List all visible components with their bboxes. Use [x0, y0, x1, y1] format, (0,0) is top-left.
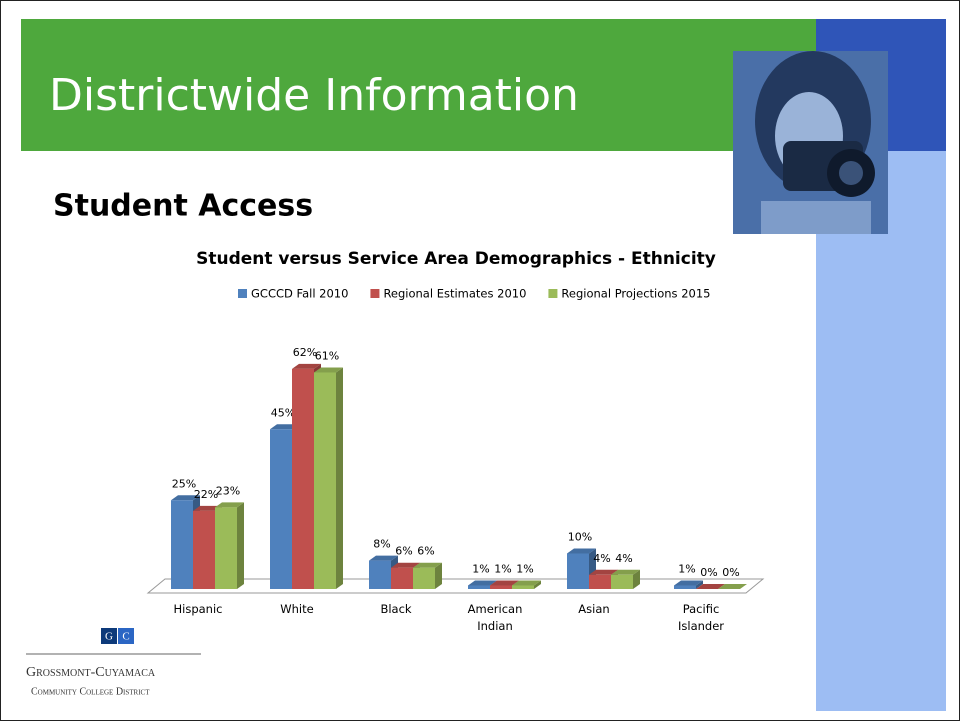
x-tick-label: Pacific Islander: [661, 601, 741, 635]
value-label: 0%: [700, 566, 717, 579]
chart-title: Student versus Service Area Demographics…: [196, 249, 716, 269]
bar: [314, 367, 343, 589]
bar-side: [336, 367, 343, 589]
value-label: 10%: [568, 531, 592, 544]
logo-letter: C: [122, 631, 129, 643]
side-band-light: [816, 151, 946, 711]
bar: [413, 563, 442, 589]
bar-front: [270, 429, 292, 589]
legend-swatch: [238, 289, 247, 298]
legend-swatch: [370, 289, 379, 298]
value-label: 8%: [373, 538, 390, 551]
x-tick-label: White: [257, 601, 337, 618]
bar-front: [314, 372, 336, 589]
value-label: 1%: [472, 562, 489, 575]
x-tick-label: Hispanic: [158, 601, 238, 618]
value-label: 4%: [593, 552, 610, 565]
slide-subtitle: Student Access: [53, 189, 313, 224]
bar-front: [171, 500, 193, 589]
x-tick-label: Black: [356, 601, 436, 618]
value-label: 22%: [194, 488, 218, 501]
value-label: 61%: [315, 349, 339, 362]
photo: [733, 51, 888, 234]
value-label: 62%: [293, 346, 317, 359]
legend-label: Regional Projections 2015: [561, 287, 710, 301]
legend-swatch: [548, 289, 557, 298]
slide: Districtwide Information Student Access …: [0, 0, 960, 721]
value-label: 45%: [271, 406, 295, 419]
logo-letter: G: [105, 631, 113, 643]
bar-front: [674, 585, 696, 589]
bar-front: [490, 585, 512, 589]
bar-front: [369, 561, 391, 589]
logo: G C Grossmont-Cuyamaca Community College…: [26, 628, 201, 697]
bar-front: [193, 511, 215, 589]
x-tick-label: Asian: [554, 601, 634, 618]
bar-front: [413, 568, 435, 589]
bar-front: [468, 585, 490, 589]
bar-front: [567, 554, 589, 590]
slide-title: Districtwide Information: [49, 70, 579, 121]
bar-front: [589, 575, 611, 589]
value-label: 6%: [395, 545, 412, 558]
bar-front: [611, 575, 633, 589]
bar-front: [292, 369, 314, 589]
bar-front: [215, 507, 237, 589]
value-label: 1%: [516, 562, 533, 575]
bar: [215, 502, 244, 589]
bar: [611, 570, 640, 589]
x-tick-label: American Indian: [455, 601, 535, 635]
legend-label: Regional Estimates 2010: [383, 287, 526, 301]
value-label: 1%: [494, 562, 511, 575]
bar-front: [512, 585, 534, 589]
logo-district: Community College District: [31, 686, 150, 697]
value-label: 4%: [615, 552, 632, 565]
value-label: 25%: [172, 477, 196, 490]
value-label: 0%: [722, 566, 739, 579]
value-label: 1%: [678, 562, 695, 575]
legend-label: GCCCD Fall 2010: [251, 287, 348, 301]
logo-name: Grossmont-Cuyamaca: [26, 665, 156, 680]
value-label: 6%: [417, 545, 434, 558]
bar-side: [237, 502, 244, 589]
value-label: 23%: [216, 484, 240, 497]
bar-front: [391, 568, 413, 589]
